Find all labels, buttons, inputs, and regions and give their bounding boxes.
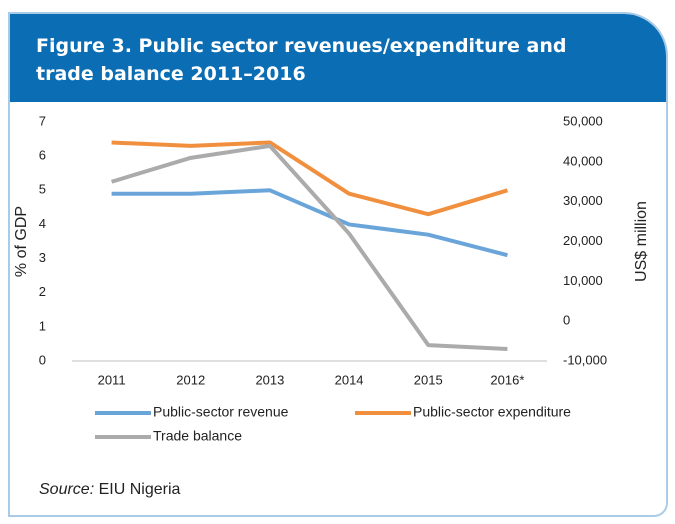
y-tick-label: 1 <box>39 318 46 333</box>
source-text: EIU Nigeria <box>98 481 181 498</box>
legend-label: Public-sector expenditure <box>413 404 571 420</box>
y-axis-label: % of GDP <box>13 206 30 277</box>
y2-axis-label: US$ million <box>633 201 650 282</box>
y2-tick-label: 50,000 <box>563 113 603 128</box>
y-tick-label: 4 <box>39 216 46 231</box>
y2-tick-label: 30,000 <box>563 193 603 208</box>
x-tick-label: 2011 <box>98 372 126 387</box>
legend-label: Trade balance <box>153 428 242 444</box>
y-tick-label: 0 <box>39 352 46 367</box>
chart-title: Figure 3. Public sector revenues/expendi… <box>36 35 567 85</box>
y2-tick-label: 20,000 <box>563 233 603 248</box>
y2-tick-label: 10,000 <box>563 273 603 288</box>
header-band: Figure 3. Public sector revenues/expendi… <box>10 14 666 102</box>
series-line <box>111 188 508 258</box>
series-line <box>111 140 508 217</box>
y2-tick-label: -10,000 <box>563 352 607 367</box>
x-tick-label: 2016* <box>490 372 524 387</box>
y2-tick-label: 40,000 <box>563 153 603 168</box>
figure-card: Figure 3. Public sector revenues/expendi… <box>8 12 668 517</box>
x-tick-label: 2014 <box>335 372 364 387</box>
y-tick-label: 2 <box>39 284 46 299</box>
series-line <box>111 143 508 352</box>
source-note: Source: EIU Nigeria <box>39 481 180 499</box>
x-tick-label: 2015 <box>414 372 443 387</box>
y-tick-label: 5 <box>39 182 46 197</box>
x-tick-label: 2013 <box>255 372 284 387</box>
x-tick-label: 2012 <box>176 372 205 387</box>
y-tick-label: 7 <box>39 113 46 128</box>
source-label: Source: <box>39 481 95 498</box>
y-tick-label: 3 <box>39 250 46 265</box>
y2-tick-label: 0 <box>563 313 570 328</box>
legend-label: Public-sector revenue <box>153 404 289 420</box>
y-tick-label: 6 <box>39 148 46 163</box>
